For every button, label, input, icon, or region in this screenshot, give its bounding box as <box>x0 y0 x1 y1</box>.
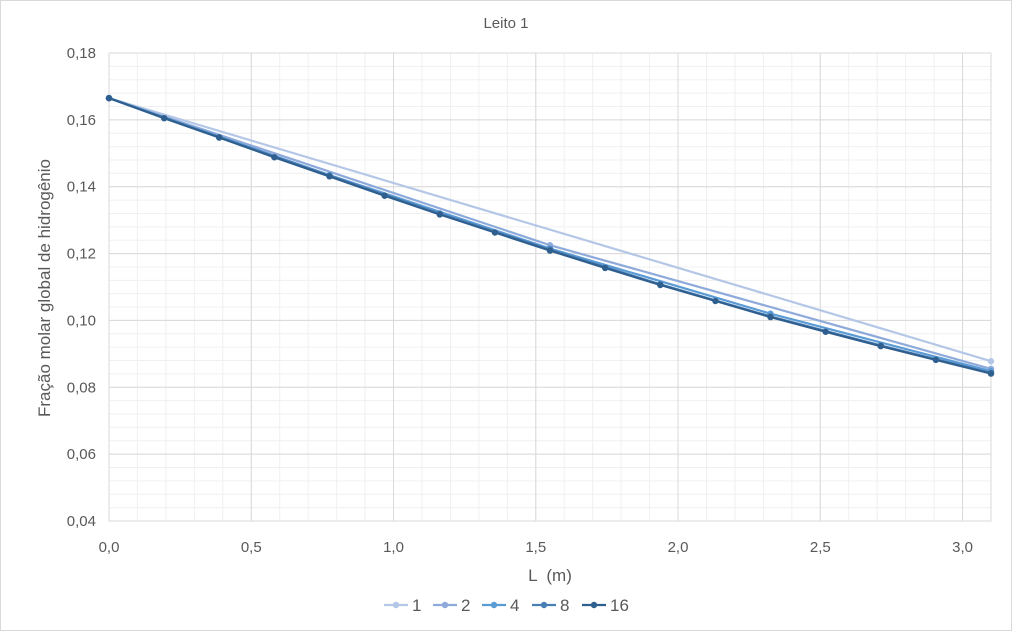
legend-swatch-marker <box>590 601 598 609</box>
series-16 <box>105 94 995 377</box>
data-point <box>877 342 884 350</box>
x-axis-label: L (m) <box>528 566 572 585</box>
data-point <box>271 154 278 161</box>
data-point <box>712 297 719 305</box>
data-point <box>822 328 829 335</box>
data-point <box>546 247 554 254</box>
series-1 <box>105 94 995 365</box>
legend-item-2: 2 <box>433 596 470 615</box>
y-tick-label: 0,16 <box>67 112 96 129</box>
legend-swatch-marker <box>441 601 449 609</box>
y-tick-label: 0,06 <box>67 446 96 463</box>
legend-label: 8 <box>560 596 569 615</box>
y-tick-label: 0,12 <box>67 246 96 263</box>
legend-swatch-marker <box>490 601 498 609</box>
legend-item-1: 1 <box>384 596 421 615</box>
x-tick-label: 0,0 <box>99 539 120 556</box>
series-line-2 <box>108 97 992 370</box>
legend-label: 1 <box>412 596 421 615</box>
series-line-4 <box>108 97 992 373</box>
x-tick-label: 1,0 <box>383 539 404 556</box>
data-point <box>987 358 995 365</box>
x-tick-label: 0,5 <box>241 539 262 556</box>
legend-label: 4 <box>510 596 519 615</box>
y-tick-label: 0,04 <box>67 513 96 530</box>
x-tick-label: 1,5 <box>525 539 546 556</box>
data-point <box>491 229 499 236</box>
legend-label: 16 <box>610 596 629 615</box>
series-group <box>105 94 995 377</box>
y-tick-label: 0,18 <box>67 45 96 62</box>
y-axis-tick-labels: 0,04 0,06 0,08 0,10 0,12 0,14 0,16 0,18 <box>67 45 96 530</box>
data-point <box>767 313 774 321</box>
data-point <box>987 370 995 377</box>
legend-label: 2 <box>461 596 470 615</box>
legend-swatch-marker <box>540 601 548 609</box>
data-point <box>160 114 168 122</box>
y-axis-label: Fração molar global de hidrogênio <box>35 159 54 417</box>
x-axis-tick-labels: 0,0 0,5 1,0 1,5 2,0 2,5 3,0 <box>99 539 973 556</box>
data-point <box>105 94 113 102</box>
x-tick-label: 3,0 <box>952 539 973 556</box>
minor-gridlines <box>108 52 992 522</box>
y-tick-label: 0,08 <box>67 379 96 396</box>
data-point <box>657 281 664 289</box>
data-point <box>216 134 223 141</box>
legend-swatch-marker <box>392 601 400 609</box>
legend: 1 2 4 8 16 <box>384 596 629 615</box>
legend-item-16: 16 <box>582 596 629 615</box>
data-point <box>601 264 609 272</box>
legend-item-4: 4 <box>482 596 519 615</box>
legend-item-8: 8 <box>532 596 569 615</box>
series-line-1 <box>108 97 992 363</box>
x-tick-label: 2,0 <box>668 539 689 556</box>
chart-title: Leito 1 <box>483 15 528 32</box>
y-tick-label: 0,10 <box>67 312 96 329</box>
data-point <box>326 173 333 180</box>
data-point <box>932 356 940 364</box>
data-point <box>436 211 443 218</box>
y-tick-label: 0,14 <box>67 179 96 196</box>
x-tick-label: 2,5 <box>810 539 831 556</box>
data-point <box>381 192 388 199</box>
major-gridlines <box>108 52 992 522</box>
